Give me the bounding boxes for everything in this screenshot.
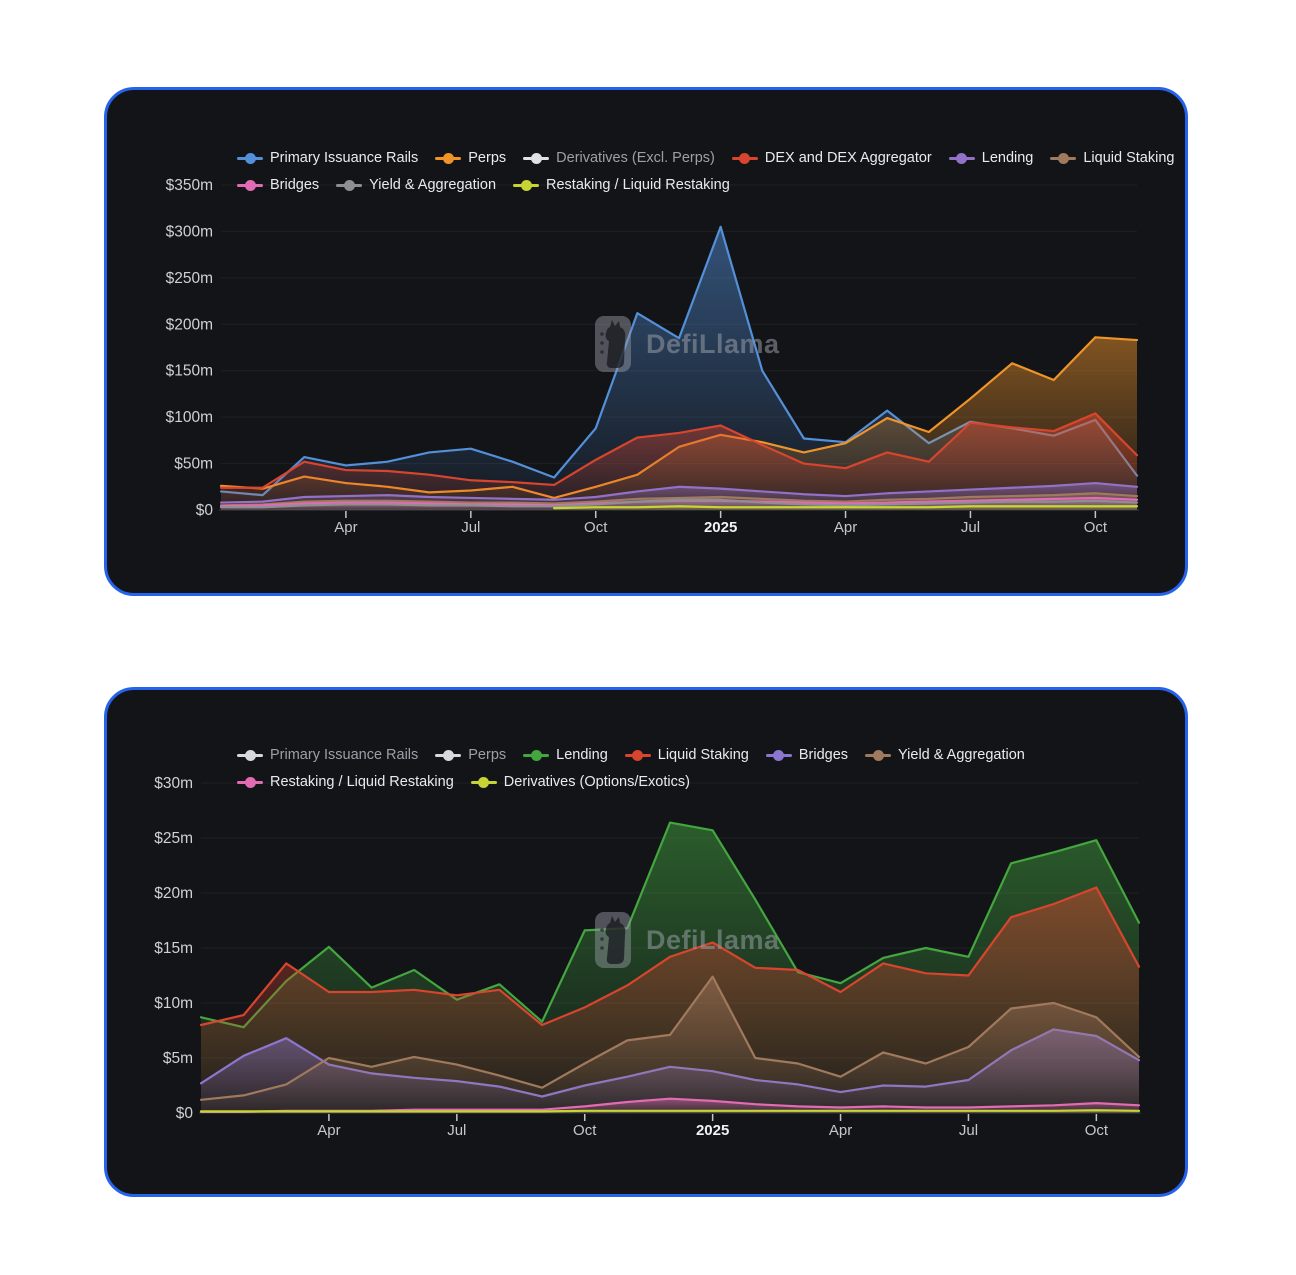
svg-text:Apr: Apr xyxy=(834,519,857,536)
legend-item-bridges[interactable]: Bridges xyxy=(765,745,849,766)
legend-marker-icon xyxy=(865,750,892,761)
legend-label: Restaking / Liquid Restaking xyxy=(270,774,454,790)
svg-text:$30m: $30m xyxy=(154,775,193,792)
svg-text:$200m: $200m xyxy=(166,316,213,333)
legend-label: Derivatives (Excl. Perps) xyxy=(556,150,715,166)
area-chart[interactable]: $0 $5m $10m $15m $20m $25m $30m Apr Jul Oct 2025 Ap… xyxy=(107,770,1187,1165)
legend-marker-icon xyxy=(523,153,550,164)
svg-text:$0: $0 xyxy=(176,1105,194,1122)
svg-text:Oct: Oct xyxy=(573,1122,597,1139)
svg-text:2025: 2025 xyxy=(696,1122,729,1139)
legend-item-yield-aggregation[interactable]: Yield & Aggregation xyxy=(336,175,496,196)
legend: Primary Issuance Rails Perps Lending Liquid… xyxy=(237,745,1185,793)
svg-text:$150m: $150m xyxy=(166,363,213,380)
legend-marker-icon xyxy=(336,180,363,191)
legend-marker-icon xyxy=(237,750,263,761)
legend-label: Yield & Aggregation xyxy=(898,747,1025,763)
svg-text:Oct: Oct xyxy=(584,519,608,536)
legend-marker-icon xyxy=(765,750,792,761)
legend-label: Derivatives (Options/Exotics) xyxy=(503,774,690,790)
svg-text:Apr: Apr xyxy=(829,1122,852,1139)
legend-marker-icon xyxy=(237,777,263,788)
svg-text:$300m: $300m xyxy=(166,223,213,240)
legend-item-perps[interactable]: Perps xyxy=(435,745,506,766)
legend-item-liquid-staking[interactable]: Liquid Staking xyxy=(1050,148,1174,169)
legend-marker-icon xyxy=(470,777,497,788)
legend-label: DEX and DEX Aggregator xyxy=(764,150,932,166)
svg-text:$15m: $15m xyxy=(154,940,193,957)
legend-item-yield-aggregation[interactable]: Yield & Aggregation xyxy=(865,745,1025,766)
svg-text:Oct: Oct xyxy=(1085,1122,1109,1139)
legend-label: Yield & Aggregation xyxy=(369,177,497,193)
legend-item-dex-and-dex-aggregator[interactable]: DEX and DEX Aggregator xyxy=(731,148,932,169)
legend-label: Perps xyxy=(468,150,507,166)
svg-text:$50m: $50m xyxy=(174,456,213,473)
svg-text:Jul: Jul xyxy=(461,519,480,536)
legend-label: Bridges xyxy=(798,747,849,763)
legend-label: Perps xyxy=(468,747,507,763)
legend-marker-icon xyxy=(948,153,975,164)
legend-item-derivatives-options-exotics-[interactable]: Derivatives (Options/Exotics) xyxy=(470,772,690,793)
legend-marker-icon xyxy=(435,750,462,761)
legend-item-primary-issuance-rails[interactable]: Primary Issuance Rails xyxy=(237,745,418,766)
svg-text:Jul: Jul xyxy=(447,1122,466,1139)
legend-label: Restaking / Liquid Restaking xyxy=(546,177,730,193)
legend-item-liquid-staking[interactable]: Liquid Staking xyxy=(624,745,749,766)
legend-marker-icon xyxy=(435,153,462,164)
svg-text:$25m: $25m xyxy=(154,830,193,847)
area-chart[interactable]: $0 $50m $100m $150m $200m $250m $300m $350m Apr J… xyxy=(107,170,1187,565)
svg-text:$0: $0 xyxy=(196,502,214,519)
legend-label: Primary Issuance Rails xyxy=(270,747,419,763)
legend-item-primary-issuance-rails[interactable]: Primary Issuance Rails xyxy=(237,148,418,169)
svg-text:Apr: Apr xyxy=(334,519,357,536)
legend-item-bridges[interactable]: Bridges xyxy=(237,175,319,196)
svg-text:$5m: $5m xyxy=(163,1050,193,1067)
svg-text:$250m: $250m xyxy=(166,270,213,287)
legend-label: Lending xyxy=(556,747,608,763)
legend-item-restaking-liquid-restaking[interactable]: Restaking / Liquid Restaking xyxy=(237,772,454,793)
svg-text:Oct: Oct xyxy=(1084,519,1108,536)
svg-text:Jul: Jul xyxy=(959,1122,978,1139)
legend-marker-icon xyxy=(731,153,758,164)
revenue-chart-card-top: Primary Issuance Rails Perps Derivatives (… xyxy=(104,87,1188,596)
svg-text:2025: 2025 xyxy=(704,519,737,536)
svg-text:Jul: Jul xyxy=(961,519,980,536)
legend-marker-icon xyxy=(237,180,263,191)
svg-text:Apr: Apr xyxy=(317,1122,340,1139)
legend-marker-icon xyxy=(237,153,263,164)
legend-marker-icon xyxy=(1050,153,1077,164)
legend-item-restaking-liquid-restaking[interactable]: Restaking / Liquid Restaking xyxy=(513,175,730,196)
revenue-chart-card-bottom: Primary Issuance Rails Perps Lending Liquid… xyxy=(104,687,1188,1197)
legend: Primary Issuance Rails Perps Derivatives (… xyxy=(237,148,1185,196)
svg-text:$10m: $10m xyxy=(154,995,193,1012)
legend-item-derivatives-excl-perps-[interactable]: Derivatives (Excl. Perps) xyxy=(523,148,715,169)
svg-text:$350m: $350m xyxy=(166,177,213,194)
legend-marker-icon xyxy=(523,750,550,761)
legend-item-perps[interactable]: Perps xyxy=(435,148,506,169)
legend-marker-icon xyxy=(513,180,540,191)
legend-label: Liquid Staking xyxy=(657,747,749,763)
svg-text:$20m: $20m xyxy=(154,885,193,902)
legend-marker-icon xyxy=(624,750,651,761)
legend-label: Lending xyxy=(981,150,1034,166)
legend-label: Bridges xyxy=(270,177,320,193)
legend-label: Liquid Staking xyxy=(1083,150,1175,166)
legend-item-lending[interactable]: Lending xyxy=(523,745,608,766)
legend-label: Primary Issuance Rails xyxy=(270,150,419,166)
svg-text:$100m: $100m xyxy=(166,409,213,426)
legend-item-lending[interactable]: Lending xyxy=(948,148,1034,169)
